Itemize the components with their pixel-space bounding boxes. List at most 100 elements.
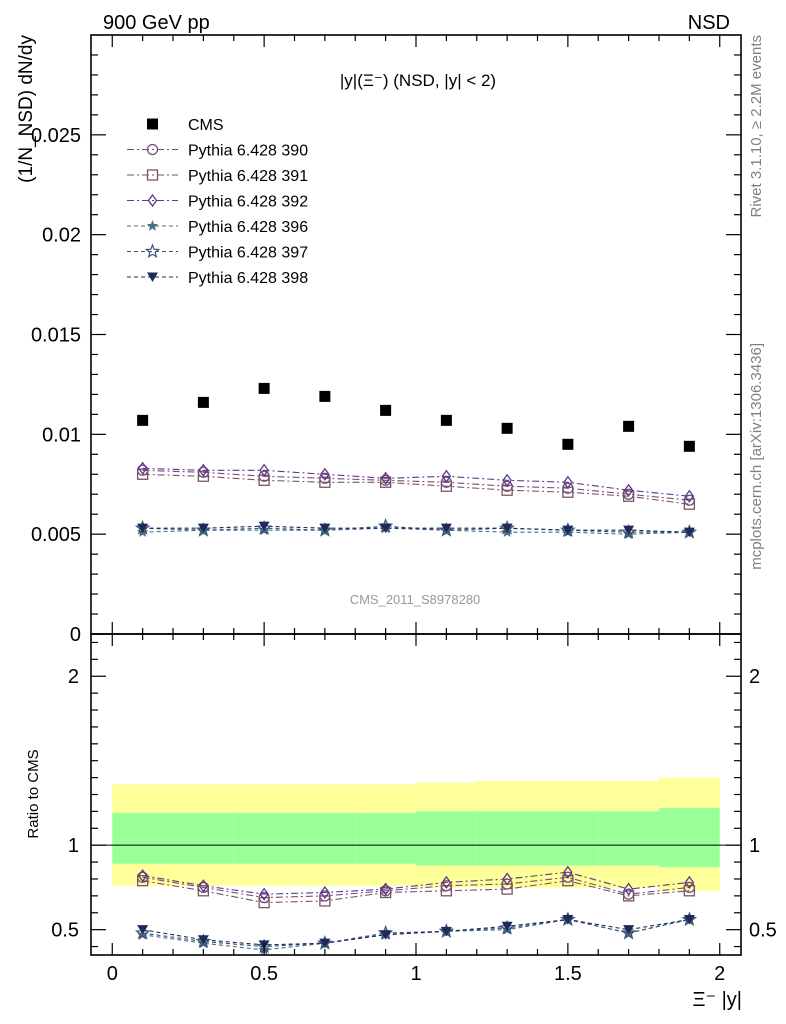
band-stat-9 (658, 808, 720, 868)
ratio-series-2-point-7 (563, 865, 573, 879)
ratio-series-1-point-2 (258, 896, 270, 909)
ratio-series-5-point-1 (197, 935, 209, 945)
main-series-6-point-0 (137, 523, 149, 534)
main-series-2-point-4 (379, 476, 392, 488)
ratio-series-5-point-5 (440, 926, 452, 937)
legend-label-2: Pythia 6.428 391 (188, 168, 308, 185)
ratio-series-5-point-7 (562, 915, 574, 925)
axis-ticks (91, 35, 741, 955)
main-series-6-point-7 (562, 525, 574, 536)
side-label-rivet: Rivet 3.1.10, ≥ 2.2M events (748, 35, 765, 218)
y-axis-label-ratio: Ratio to CMS (25, 749, 42, 838)
x-tick-label: 1 (410, 963, 421, 985)
ratio-series-1-point-5 (440, 885, 453, 897)
legend-marker-3 (147, 193, 158, 208)
legend-marker-4 (146, 220, 159, 231)
band-stat-4 (355, 813, 416, 864)
legend-marker-0 (147, 118, 158, 130)
ratio-series-2-point-0 (137, 868, 148, 883)
ratio-series-line-0 (142, 876, 690, 899)
x-tick-label: 2 (714, 963, 725, 985)
plot-title: |y|(Ξ⁻) (NSD, |y| < 2) (340, 71, 496, 90)
y-tick-label-ratio-right: 0.5 (749, 920, 777, 942)
watermark: CMS_2011_S8978280 (350, 592, 481, 607)
x-tick-label: 1.5 (554, 963, 582, 985)
legend-marker-6 (147, 272, 158, 282)
ratio-series-1-point-3 (319, 895, 331, 907)
ratio-series-1-point-9 (683, 885, 696, 897)
x-tick-label: 0 (107, 963, 118, 985)
main-series-2-point-9 (683, 498, 696, 510)
header-left: 900 GeV pp (103, 12, 210, 34)
main-series-2-point-3 (319, 476, 331, 488)
ratio-series-line-1 (142, 880, 690, 904)
ratio-series-5-point-4 (380, 930, 392, 940)
ratio-series-2-point-9 (684, 875, 695, 889)
ratio-series-4-point-0 (134, 924, 151, 940)
main-series-3-point-6 (502, 473, 512, 487)
band-stat-1 (173, 813, 234, 864)
legend-label-5: Pythia 6.428 397 (188, 245, 308, 262)
band-stat-2 (233, 813, 295, 864)
main-series-0-point-7 (562, 438, 574, 450)
ratio-series-2-point-8 (623, 882, 634, 896)
main-series-3-point-4 (380, 471, 391, 485)
main-series-0-point-1 (197, 396, 209, 408)
y-tick-label-ratio-left: 1 (68, 835, 79, 857)
ratio-series-1-point-7 (562, 875, 574, 887)
band-stat-7 (537, 811, 599, 866)
ratio-series-5-point-9 (683, 915, 695, 925)
main-series-line-2 (142, 473, 690, 505)
x-axis-label: Ξ⁻ |y| (692, 989, 742, 1011)
ratio-series-2-point-2 (259, 887, 269, 901)
legend-label-6: Pythia 6.428 398 (188, 270, 308, 287)
side-label-mcplots: mcplots.cern.ch [arXiv:1306.3436] (748, 343, 765, 570)
band-stat-3 (294, 813, 356, 864)
y-tick-label-ratio-right: 1 (749, 835, 760, 857)
ratio-series-2-point-4 (380, 882, 391, 896)
legend: CMS Pythia 6.428 390 Pythia 6.428 391 Pythi… (127, 117, 308, 287)
ratio-series-5-point-3 (319, 938, 331, 949)
main-series-3-point-7 (563, 475, 573, 489)
main-series-2-point-1 (197, 470, 210, 482)
band-stat-5 (416, 811, 477, 866)
main-series-2-point-0 (136, 468, 149, 480)
ratio-series-line-4 (142, 918, 690, 948)
main-series-0-point-0 (137, 414, 149, 426)
y-tick-label-ratio-left: 0.5 (51, 920, 79, 942)
ratio-series-4-point-8 (620, 924, 637, 940)
ratio-series-line-2 (142, 871, 690, 895)
main-series-6-point-4 (380, 523, 392, 534)
x-tick-label: 0.5 (250, 963, 278, 985)
main-series-3-point-9 (684, 489, 695, 503)
ratio-series-2-point-1 (198, 879, 209, 893)
main-series-6-point-3 (319, 523, 331, 534)
main-series-0-point-4 (380, 404, 392, 416)
y-tick-label-ratio-right: 2 (749, 666, 760, 688)
main-series-6-point-5 (440, 523, 452, 534)
main-series-0-point-5 (440, 414, 452, 426)
main-series-6-point-9 (683, 527, 695, 538)
y-tick-label-main: 0.01 (42, 424, 81, 446)
legend-marker-1 (146, 143, 159, 156)
ratio-series-2-point-5 (441, 875, 452, 889)
axis-tick-labels: 0 0.5 1 1.5 2 0 0.005 0.01 0.015 0.02 0.025 0.5 0.5 1… (31, 125, 777, 985)
ratio-series-5-point-6 (501, 921, 513, 932)
main-series-6-point-1 (197, 523, 209, 534)
main-series-0-point-6 (501, 422, 513, 434)
series-markers (134, 382, 698, 955)
main-series-line-3 (142, 467, 690, 497)
main-series-0-point-9 (683, 440, 695, 452)
band-stat-6 (476, 811, 538, 866)
ratio-series-2-point-6 (502, 872, 512, 886)
ratio-series-5-point-8 (623, 925, 635, 935)
main-series-6-point-8 (623, 525, 635, 536)
main-series-3-point-3 (320, 467, 330, 481)
series-lines (142, 467, 690, 951)
legend-marker-5 (144, 243, 161, 259)
main-series-2-point-8 (622, 490, 635, 502)
main-series-line-1 (142, 469, 690, 501)
main-series-3-point-2 (259, 463, 269, 477)
y-tick-label-main: 0.025 (31, 125, 81, 147)
